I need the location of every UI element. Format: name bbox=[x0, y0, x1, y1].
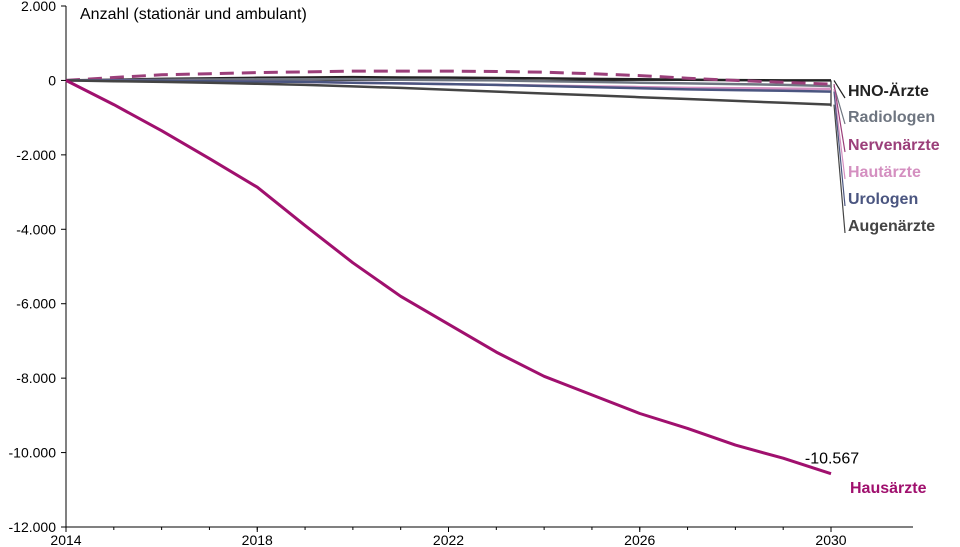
legend: HNO-Ärzte Radiologen Nervenärzte Hautärzte U… bbox=[833, 80, 940, 497]
legend-label: Urologen bbox=[848, 191, 918, 208]
series-line-augen-rzte bbox=[65, 79, 832, 106]
y-tick-label: -2.000 bbox=[16, 147, 56, 163]
y-axis-label: Anzahl (stationär und ambulant) bbox=[80, 6, 307, 23]
y-tick-label: -4.000 bbox=[16, 221, 56, 237]
y-tick-label: 0 bbox=[48, 72, 56, 88]
tick-labels: 2.000 0 -2.000 -4.000 -6.000 -8.000 -10.000 -12… bbox=[9, 0, 847, 547]
value-annotation: -10.567 bbox=[805, 451, 859, 468]
legend-label: HNO-Ärzte bbox=[848, 82, 929, 100]
series-line-haus-rzte bbox=[65, 79, 832, 476]
annotations: -10.567 bbox=[805, 451, 859, 468]
legend-connector bbox=[833, 88, 846, 180]
series-lines bbox=[65, 69, 832, 476]
series-line-nerven-rzte bbox=[65, 69, 832, 86]
x-tick-label: 2022 bbox=[433, 532, 464, 547]
legend-connector bbox=[833, 80, 846, 99]
y-tick-label: -6.000 bbox=[16, 296, 56, 312]
x-tick-label: 2014 bbox=[50, 532, 81, 547]
legend-connector bbox=[833, 104, 846, 234]
y-tick-label: -8.000 bbox=[16, 370, 56, 386]
legend-label: Radiologen bbox=[848, 109, 935, 126]
x-tick-label: 2026 bbox=[624, 532, 655, 547]
legend-connector bbox=[833, 91, 846, 207]
legend-label: Nervenärzte bbox=[848, 137, 940, 154]
legend-label-hausaerzte: Hausärzte bbox=[850, 480, 927, 497]
series-line-radiologen bbox=[65, 77, 832, 88]
series-line-urologen bbox=[66, 79, 832, 93]
y-tick-label: -12.000 bbox=[9, 519, 57, 535]
x-tick-label: 2018 bbox=[242, 532, 273, 547]
legend-label: Hautärzte bbox=[848, 164, 921, 181]
legend-label: Augenärzte bbox=[848, 218, 935, 235]
legend-connector bbox=[833, 84, 846, 153]
y-tick-label: -10.000 bbox=[9, 445, 57, 461]
x-tick-label: 2030 bbox=[815, 532, 846, 547]
y-tick-label: 2.000 bbox=[21, 0, 56, 14]
